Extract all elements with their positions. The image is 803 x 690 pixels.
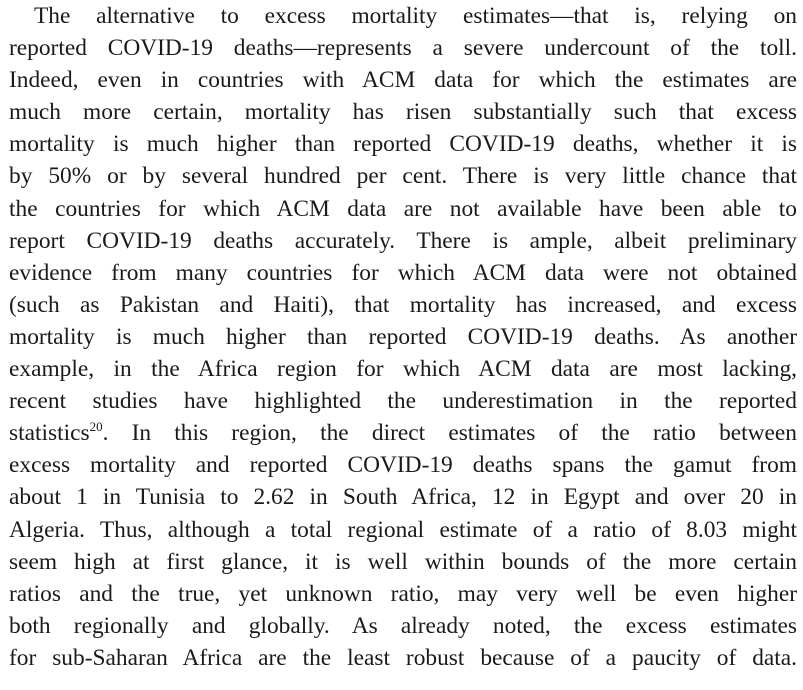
text-line: report COVID-19 deaths accurately. There…: [9, 227, 797, 254]
text-line: both regionally and globally. As already…: [9, 612, 797, 639]
text-line: mortality is much higher than reported C…: [9, 323, 797, 350]
text-fragment: statistics: [9, 420, 90, 447]
text-line: seem high at first glance, it is well wi…: [9, 548, 797, 575]
text-line: the countries for which ACM data are not…: [9, 195, 797, 222]
citation-superscript: 20: [89, 419, 103, 435]
text-line: excess mortality and reported COVID-19 d…: [9, 452, 797, 479]
text-line: ratios and the true, yet unknown ratio, …: [9, 580, 797, 607]
text-line: about 1 in Tunisia to 2.62 in South Afri…: [9, 484, 797, 511]
text-line: recent studies have highlighted the unde…: [9, 388, 797, 415]
text-line-with-citation: statistics20. In this region, the direct…: [9, 417, 797, 449]
text-line: (such as Pakistan and Haiti), that morta…: [9, 291, 797, 318]
text-line: The alternative to excess mortality esti…: [34, 3, 797, 29]
body-paragraph: The alternative to excess mortality esti…: [9, 0, 797, 674]
text-line: by 50% or by several hundred per cent. T…: [9, 163, 797, 190]
text-line: mortality is much higher than reported C…: [9, 131, 797, 158]
text-line: example, in the Africa region for which …: [9, 356, 797, 383]
text-line: reported COVID-19 deaths—represents a se…: [9, 35, 797, 62]
text-line: for sub-Saharan Africa are the least rob…: [9, 644, 797, 671]
text-line: Indeed, even in countries with ACM data …: [9, 67, 797, 94]
text-line: much more certain, mortality has risen s…: [9, 99, 797, 126]
text-line: evidence from many countries for which A…: [9, 259, 797, 286]
text-line: Algeria. Thus, although a total regional…: [9, 516, 797, 543]
text-fragment: . In this region, the direct estimates o…: [102, 420, 797, 447]
